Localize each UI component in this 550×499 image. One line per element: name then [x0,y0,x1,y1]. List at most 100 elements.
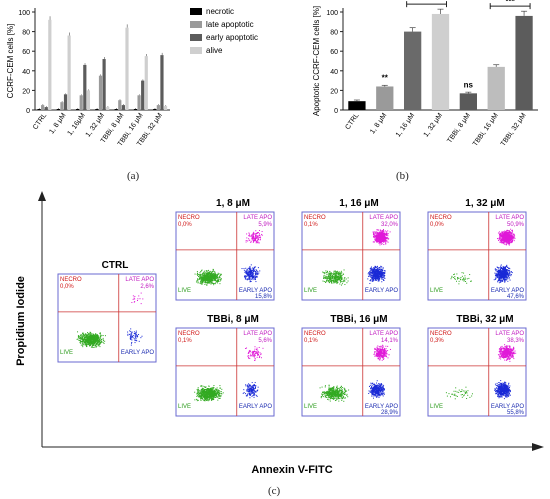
dot-early [502,273,504,275]
dot-late [379,241,381,243]
dot-early [140,337,142,339]
dot-early [506,264,508,266]
dot-live [203,274,205,276]
dot-live [95,340,97,342]
dot-live [88,340,90,342]
dot-late [248,232,250,234]
dot-late [132,298,134,300]
dot-live [86,342,88,344]
dot-late [498,231,500,233]
dot-early [381,275,383,277]
dot-early [256,272,258,274]
dot-live [214,396,216,398]
dot-early [504,272,506,274]
dot-live [218,397,220,399]
dot-early [372,270,374,272]
dot-early [138,334,140,336]
dot-live [92,342,94,344]
dot-live [100,339,102,341]
dot-live [216,393,218,395]
dot-live [213,394,215,396]
dot-live [453,277,455,279]
dot-early [373,267,375,269]
dot-late [506,235,508,237]
dot-early [504,270,506,272]
dot-early [374,268,376,270]
dot-early [498,270,500,272]
dot-live [340,270,342,272]
dot-late [375,239,377,241]
dot-late [257,241,259,243]
dot-late [140,303,142,305]
dot-early [376,275,378,277]
dot-late [257,232,259,234]
dot-live [89,337,91,339]
bar [106,107,110,110]
dot-early [135,333,137,335]
dot-live [91,335,93,337]
dot-late [376,234,378,236]
dot-late [512,233,514,235]
dot-live [202,274,204,276]
dot-live [82,334,84,336]
dot-late [499,233,501,235]
dot-late [512,237,514,239]
dot-live [208,280,210,282]
dot-live [99,339,101,341]
dot-late [503,243,505,245]
dot-live [216,276,218,278]
dot-early [494,272,496,274]
dot-live [470,280,472,282]
dot-live [211,394,213,396]
dot-early [370,267,372,269]
dot-live [95,335,97,337]
dot-early [506,269,508,271]
dot-live [94,340,96,342]
dot-live [92,344,94,346]
dot-early [250,264,252,266]
dot-late [374,234,376,236]
dot-late [510,231,512,233]
dot-live [87,337,89,339]
dot-live [454,278,456,280]
dot-live [337,272,339,274]
dot-late [509,232,511,234]
dot-early [257,267,259,269]
y-tick-label: 0 [334,108,338,115]
plot-frame [175,327,275,417]
y-tick-label: 20 [22,88,30,95]
dot-late [381,237,383,239]
dot-live [220,387,222,389]
dot-live [97,338,99,340]
dot-early [251,271,253,273]
dot-late [500,240,502,242]
dot-late [505,241,507,243]
dot-live [85,339,87,341]
dot-live [199,275,201,277]
dot-live [212,390,214,392]
dot-late [252,233,254,235]
dot-live [201,275,203,277]
dot-late [510,240,512,242]
dot-late [381,233,383,235]
dot-live [214,273,216,275]
dot-live [207,400,209,402]
dot-late [503,242,505,244]
dot-early [384,272,386,274]
dot-late [378,241,380,243]
x-tick-label: CTRL [344,112,360,131]
dot-live [218,394,220,396]
dot-early [507,275,509,277]
dot-live [335,271,337,273]
dot-early [503,279,505,281]
dot-early [495,268,497,270]
dot-late [503,238,505,240]
dot-live [335,281,337,283]
dot-live [340,274,342,276]
dot-live [343,273,345,275]
dot-early [374,266,376,268]
dot-live [200,271,202,273]
dot-live [212,398,214,400]
quadrant-label-late: LATE APO [369,215,398,221]
dot-live [322,271,324,273]
